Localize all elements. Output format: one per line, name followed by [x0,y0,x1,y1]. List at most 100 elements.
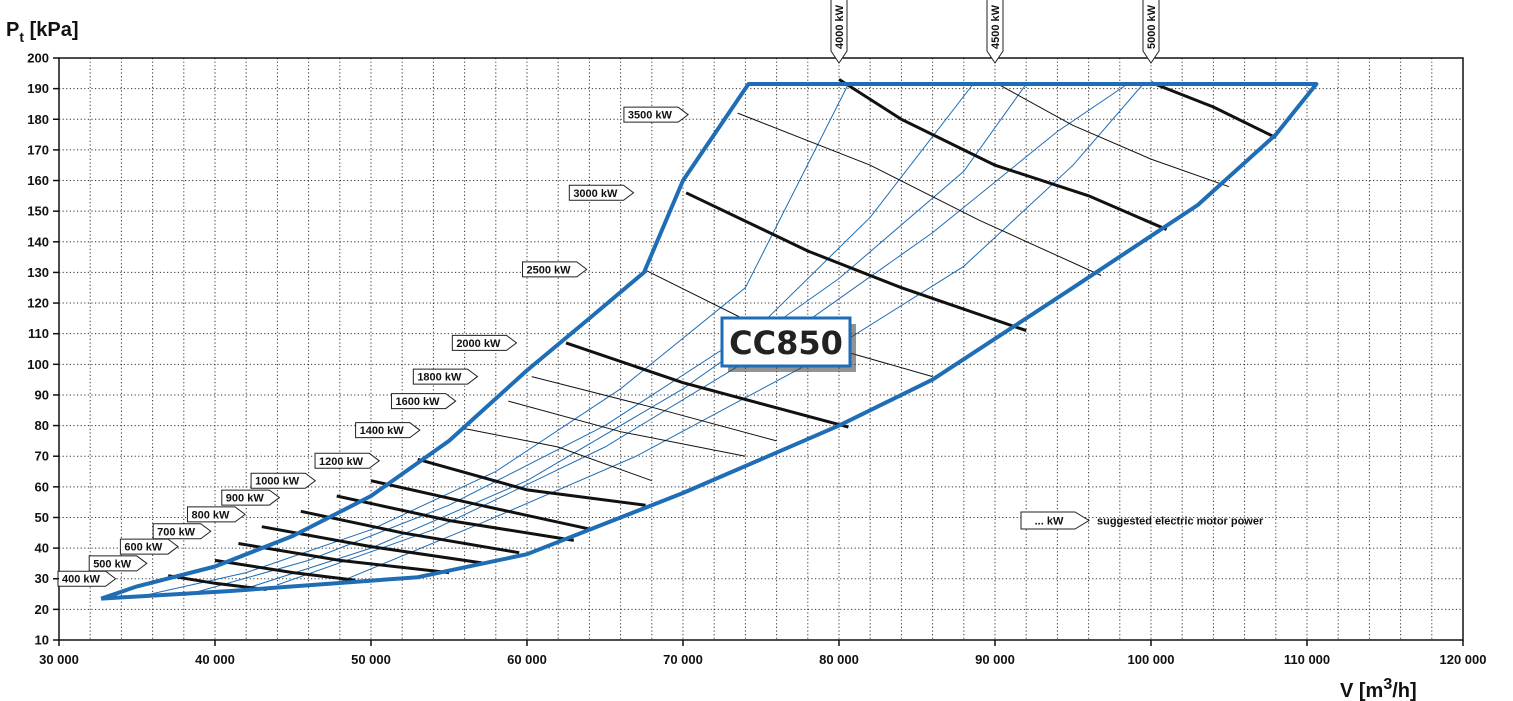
y-tick-label: 80 [35,418,49,433]
power-curve [417,457,646,507]
model-badge: CC850 [720,316,856,372]
y-tick-label: 100 [27,357,49,372]
power-tag-box [250,472,317,489]
y-tick-label: 190 [27,81,49,96]
power-tag-label: 2500 kW [527,264,572,276]
power-curve [464,428,652,482]
power-tag-box [390,393,457,410]
y-tick-label: 50 [35,510,49,525]
x-tick-label: 70 000 [663,652,703,667]
power-curve [508,400,746,457]
x-axis-title-end: /h] [1392,680,1416,701]
x-tick-label: 80 000 [819,652,859,667]
power-curve [238,542,450,575]
power-tag-label: 700 kW [157,526,196,538]
power-tag-box [1142,0,1160,64]
y-tick-label: 150 [27,204,49,219]
speed-curve [183,83,974,597]
power-tag-label: 900 kW [226,493,265,505]
y-tick-label: 20 [35,602,49,617]
power-tag-vertical: 5000 kW [1142,0,1160,64]
power-tag-box [152,523,212,540]
power-tag-label: 4000 kW [834,4,846,49]
x-axis-title: V [m3/h] [1340,676,1417,701]
power-curve [167,574,267,591]
x-tick-label: 60 000 [507,652,547,667]
legend-tag [1020,511,1090,530]
x-tick-label: 120 000 [1440,652,1487,667]
y-tick-label: 40 [35,541,49,556]
power-curve [1150,81,1277,139]
power-tag-box [186,506,246,523]
y-tick-label: 170 [27,142,49,157]
y-axis-title-sub: t [19,29,24,45]
power-tag-box [830,0,848,64]
operating-envelope [100,82,1319,601]
power-tag-label: 3000 kW [573,188,618,200]
x-tick-label: 100 000 [1128,652,1175,667]
y-axis-title-main: P [6,19,19,41]
y-tick-label: 90 [35,387,49,402]
power-curve [300,509,520,555]
x-tick-label: 40 000 [195,652,235,667]
y-tick-label: 30 [35,571,49,586]
power-curve [565,341,849,429]
power-curve [994,82,1230,188]
y-tick-label: 120 [27,296,49,311]
power-tag-label: 4500 kW [990,4,1002,49]
power-tag-label: 1600 kW [395,396,440,408]
power-curve [336,494,575,542]
power-curve [261,525,486,565]
y-tick-label: 130 [27,265,49,280]
power-tag-label: 1200 kW [319,456,364,468]
power-tag-box [623,106,689,123]
axis-ticks: 30 000 40 000 50 000 60 000 70 000 80 000 90 0… [27,51,1486,668]
y-axis-title-unit: [kPa] [24,19,78,41]
plot-frame [58,57,1464,641]
y-tick-label: 70 [35,449,49,464]
power-curve [531,376,777,442]
power-tag-box [314,452,381,469]
power-tag-label: 600 kW [124,542,163,554]
power-tag-label: 400 kW [62,574,101,586]
x-tick-label: 110 000 [1284,652,1330,667]
plot-border [58,57,1464,641]
power-tag-box [986,0,1004,64]
power-tag-box [221,489,281,506]
y-tick-label: 160 [27,173,49,188]
power-tag-box [412,368,479,385]
y-tick-label: 140 [27,234,49,249]
legend-text: suggested electric motor power [1097,516,1264,528]
power-tag-label: 800 kW [191,509,230,521]
power-tag-box [451,334,518,351]
power-curve [214,558,356,582]
legend-note: ... kW suggested electric motor power [1020,511,1264,530]
y-tick-label: 110 [28,326,49,341]
y-axis-title: Pt [kPa] [6,19,78,45]
y-tick-label: 10 [35,633,49,648]
power-tag-label: 1400 kW [360,425,405,437]
power-labels: 400 kW 500 kW 600 kW 700 kW 800 kW 900 kW 1000… [57,0,1160,587]
model-label: CC850 [729,324,843,362]
power-tag-label: 1800 kW [417,372,462,384]
legend-tag-label: ... kW [1035,516,1064,528]
x-tick-label: 50 000 [351,652,391,667]
envelope-outline [100,82,1319,601]
power-curve [370,479,593,532]
power-tag-box [355,422,421,439]
x-axis-title-main: V [m [1340,680,1383,701]
y-tick-label: 200 [27,51,49,66]
power-tag-label: 1000 kW [255,476,300,488]
x-tick-label: 30 000 [39,652,79,667]
power-curve [685,191,1027,333]
power-tag-label: 2000 kW [456,338,501,350]
power-tag-vertical: 4500 kW [986,0,1004,64]
power-curve [737,112,1102,276]
power-tag-label: 500 kW [93,558,132,570]
y-tick-label: 60 [35,479,49,494]
y-tick-label: 180 [27,112,49,127]
model-badge-box [720,316,852,368]
x-tick-label: 90 000 [975,652,1015,667]
power-tag-box [522,261,588,278]
